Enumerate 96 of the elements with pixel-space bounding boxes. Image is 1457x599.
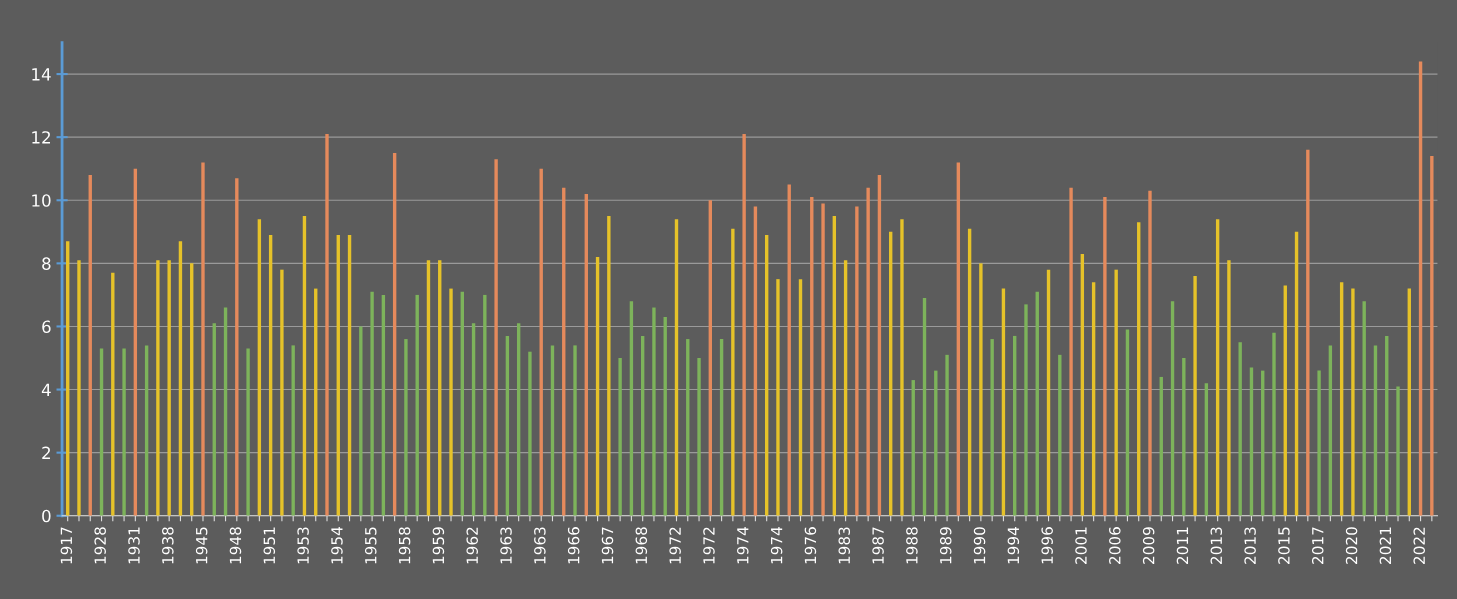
bar: [1227, 260, 1231, 516]
x-tick-label: 1917: [60, 527, 73, 564]
bar: [1193, 275, 1197, 516]
x-tick-label: 1972: [703, 527, 715, 564]
bar: [573, 345, 577, 516]
x-tick-label: 1958: [398, 527, 411, 564]
x-tick-label: 2009: [1142, 527, 1155, 564]
x-tick-label: 1974: [770, 527, 783, 564]
x-tick-label: 1989: [939, 527, 952, 564]
x-tick-label: 1953: [297, 527, 309, 564]
x-tick-label: 1931: [128, 527, 140, 564]
bar: [945, 354, 949, 516]
x-tick-label: 2021: [1379, 527, 1392, 564]
bar: [855, 206, 859, 516]
bar: [697, 358, 701, 516]
y-tick-label: 10: [32, 194, 51, 207]
bar: [866, 187, 870, 516]
bar: [1103, 197, 1107, 516]
x-tick-label: 1974: [737, 527, 749, 564]
x-tick-label: 1959: [432, 527, 445, 564]
bar: [325, 134, 329, 516]
bar: [1317, 370, 1321, 516]
bar: [494, 159, 498, 516]
bar: [77, 260, 81, 516]
y-tick-label: 12: [32, 131, 50, 144]
x-tick-label: 2006: [1109, 527, 1121, 564]
x-tick-label: 1955: [364, 527, 377, 564]
bar: [528, 351, 532, 516]
bar: [1069, 187, 1073, 516]
bar: [246, 348, 250, 516]
y-tick-label: 6: [42, 320, 51, 334]
y-tick-label: 14: [32, 68, 51, 81]
x-tick-label: 1988: [906, 527, 918, 564]
x-tick-label: 2015: [1278, 527, 1290, 564]
bar: [618, 358, 622, 516]
bar: [1148, 190, 1152, 516]
x-tick-label: 1963: [500, 527, 512, 564]
x-tick-label: 1928: [94, 527, 106, 564]
bar: [1182, 358, 1186, 516]
x-tick-label: 2022: [1413, 527, 1425, 564]
x-tick-label: 1948: [229, 527, 242, 564]
bar: [201, 162, 205, 516]
y-tick-label: 2: [42, 446, 50, 459]
bar: [607, 216, 611, 516]
x-tick-label: 1996: [1041, 527, 1053, 564]
x-tick-label: 1966: [567, 527, 580, 564]
x-tick-label: 2001: [1075, 527, 1087, 564]
x-tick-label: 1967: [601, 527, 614, 564]
y-tick-label: 0: [42, 509, 51, 523]
x-tick-label: 1983: [838, 527, 851, 564]
bar: [280, 269, 284, 516]
x-tick-label: 1976: [804, 527, 817, 564]
bar: [167, 260, 171, 516]
x-tick-label: 1972: [669, 527, 681, 564]
x-tick-label: 1963: [534, 527, 546, 564]
x-tick-label: 2020: [1345, 527, 1358, 564]
bar: [483, 294, 487, 516]
bar: [1272, 332, 1276, 516]
bar: [821, 203, 825, 516]
bar: [235, 178, 239, 516]
bar: [370, 291, 374, 516]
bar: [1114, 269, 1118, 516]
bar: [1306, 149, 1310, 516]
x-tick-label: 1990: [973, 527, 986, 564]
bar: [1238, 342, 1242, 516]
x-tick-label: 1987: [872, 527, 884, 564]
bar: [1351, 288, 1355, 516]
bar: [776, 279, 780, 516]
bar: [731, 228, 735, 516]
y-tick-label: 8: [42, 257, 51, 270]
bar: [122, 348, 126, 516]
x-tick-label: 1968: [635, 527, 648, 564]
bar: [1024, 304, 1028, 516]
x-tick-label: 1938: [162, 527, 174, 564]
bar: [979, 263, 983, 516]
bar: [1396, 386, 1400, 516]
x-tick-label: 1962: [466, 527, 478, 564]
bar: [990, 339, 994, 516]
bar: [156, 260, 160, 516]
x-tick-label: 1951: [263, 527, 276, 564]
x-tick-label: 1994: [1007, 527, 1020, 564]
bar: [291, 345, 295, 516]
x-tick-label: 2017: [1311, 527, 1324, 564]
bar: [404, 339, 408, 516]
x-tick-label: 2013: [1210, 527, 1223, 564]
bar: [900, 219, 904, 516]
x-tick-label: 2013: [1244, 527, 1256, 564]
x-tick-label: 1945: [195, 527, 208, 564]
y-tick-label: 4: [41, 383, 51, 396]
bar: [359, 326, 363, 516]
bar: [1430, 156, 1434, 516]
bar: [449, 288, 453, 516]
bar: [742, 134, 746, 516]
x-tick-label: 1954: [331, 527, 343, 564]
x-tick-label: 2011: [1176, 527, 1189, 564]
bar: [652, 307, 656, 516]
